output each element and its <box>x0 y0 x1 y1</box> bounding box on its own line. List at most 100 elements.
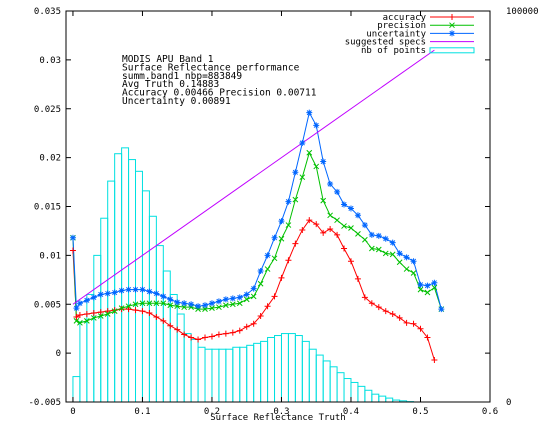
cross-marker <box>292 196 299 203</box>
star-marker <box>83 297 90 304</box>
cross-marker <box>139 300 146 307</box>
star-marker <box>382 235 389 242</box>
star-marker <box>417 281 424 288</box>
star-marker <box>250 285 257 292</box>
cross-marker <box>209 305 215 312</box>
star-marker <box>431 279 438 286</box>
y-tick-label: 0.025 <box>34 105 61 115</box>
cross-marker <box>77 319 83 326</box>
star-marker <box>327 181 334 188</box>
star-marker <box>306 109 313 116</box>
y-tick-label: -0.005 <box>28 398 61 408</box>
cross-marker <box>160 300 167 307</box>
x-tick-label: 0.1 <box>134 407 150 417</box>
plus-marker <box>368 300 375 307</box>
cross-marker <box>334 217 340 224</box>
plus-marker <box>118 306 125 313</box>
star-marker <box>195 303 202 310</box>
star-marker <box>292 169 299 176</box>
star-marker <box>341 201 348 208</box>
star-marker <box>313 122 320 129</box>
cross-marker <box>403 266 410 272</box>
plus-marker <box>424 334 431 341</box>
star-marker <box>236 294 243 301</box>
cross-marker <box>368 245 375 252</box>
plus-marker <box>313 221 320 228</box>
legend-label: suggested specs <box>345 38 426 48</box>
cross-marker <box>229 301 236 308</box>
star-marker <box>271 234 278 241</box>
plus-marker <box>327 225 334 232</box>
plus-marker <box>111 307 118 314</box>
cross-marker <box>271 255 278 262</box>
star-marker <box>375 232 382 239</box>
plus-marker <box>181 331 188 338</box>
cross-marker <box>431 284 438 291</box>
plus-marker <box>264 303 271 310</box>
cross-marker <box>223 302 229 309</box>
star-marker <box>111 289 118 296</box>
plus-marker <box>153 313 160 320</box>
star-marker <box>139 286 146 293</box>
cross-marker <box>153 300 160 307</box>
x-tick-label: 0.4 <box>343 407 359 417</box>
plus-marker <box>90 310 97 317</box>
plus-marker <box>188 334 195 341</box>
plus-marker <box>76 312 83 319</box>
plus-marker <box>250 320 257 327</box>
y-tick-label: 0 <box>56 349 61 359</box>
cross-marker <box>355 231 361 237</box>
star-marker <box>208 300 215 307</box>
plus-marker <box>334 231 341 238</box>
y-tick-label: 0.02 <box>39 154 61 164</box>
plus-marker <box>354 275 361 282</box>
legend-marker <box>449 22 455 29</box>
plus-marker <box>104 308 111 315</box>
plus-marker <box>69 247 76 254</box>
star-marker <box>146 288 153 295</box>
plus-marker <box>396 314 403 321</box>
info-text-line: Avg Truth 0.14883 <box>122 79 219 90</box>
plus-marker <box>139 308 146 315</box>
star-marker <box>69 234 76 241</box>
star-marker <box>299 139 306 146</box>
star-marker <box>347 205 354 212</box>
star-marker <box>278 218 285 225</box>
plus-marker <box>236 327 243 334</box>
cross-marker <box>118 305 125 312</box>
star-marker <box>361 222 368 229</box>
plus-marker <box>125 306 132 313</box>
plus-marker <box>382 308 389 315</box>
star-marker <box>104 290 111 297</box>
cross-marker <box>306 149 313 156</box>
info-text-line: summ.band1 nbp=883849 <box>122 71 242 82</box>
plus-marker <box>83 311 90 318</box>
plus-marker <box>271 293 278 300</box>
star-marker <box>90 294 97 301</box>
plus-marker <box>320 229 327 236</box>
cross-marker <box>146 300 153 307</box>
star-marker <box>125 286 132 293</box>
plus-marker <box>389 311 396 318</box>
plus-marker <box>243 323 250 330</box>
cross-marker <box>417 286 424 293</box>
star-marker <box>354 212 361 219</box>
cross-marker <box>424 289 431 296</box>
star-marker <box>132 286 139 293</box>
star-marker <box>285 198 292 205</box>
info-text-line: Accuracy 0.00466 Precision 0.00711 <box>122 88 317 99</box>
plus-marker <box>306 217 313 224</box>
plus-marker <box>403 319 410 326</box>
plus-marker <box>292 240 299 247</box>
star-marker <box>118 287 125 294</box>
cross-marker <box>299 174 306 181</box>
cross-marker <box>132 301 139 308</box>
star-marker <box>202 302 209 309</box>
star-marker <box>160 293 167 300</box>
plus-marker <box>299 226 306 233</box>
cross-marker <box>125 303 132 310</box>
star-marker <box>438 306 445 313</box>
plus-marker <box>431 356 438 363</box>
plus-marker <box>195 336 202 343</box>
